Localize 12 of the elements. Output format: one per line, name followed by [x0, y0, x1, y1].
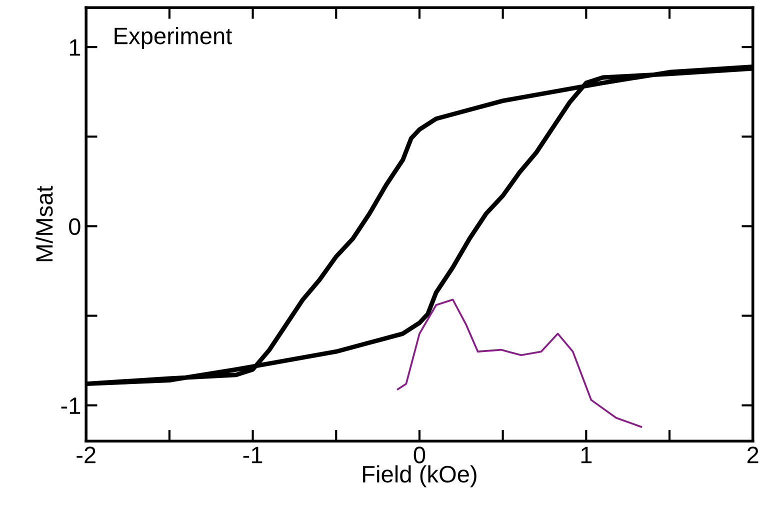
y-tick-label: 1 — [70, 39, 80, 56]
x-tick-label: 1 — [581, 446, 592, 464]
y-axis-title: M/Msat — [35, 186, 53, 262]
annotation: Experiment — [114, 26, 232, 49]
y-tick-label: -1 — [61, 398, 80, 414]
x-axis-title: Field (kOe) — [363, 465, 476, 488]
x-tick-label: -2 — [76, 446, 96, 464]
line-series — [396, 298, 642, 428]
x-tick-label: 2 — [747, 446, 758, 464]
y-tick-label: 0 — [69, 218, 80, 235]
x-tick-label: -1 — [243, 446, 262, 464]
x-tick-label: 0 — [414, 446, 426, 464]
